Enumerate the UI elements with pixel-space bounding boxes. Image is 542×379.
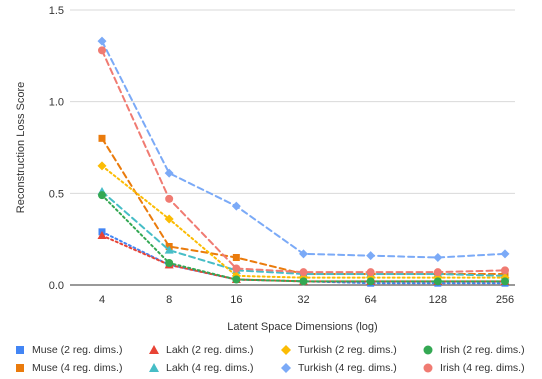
data-point [98, 191, 106, 200]
legend-item: Lakh (4 reg. dims.) [148, 362, 254, 374]
legend-label: Irish (4 reg. dims.) [440, 362, 525, 374]
legend-marker [16, 346, 24, 354]
triangle-marker-icon [149, 363, 159, 372]
legend-item: Muse (2 reg. dims.) [14, 344, 122, 356]
legend-marker [149, 345, 159, 354]
legend-marker [149, 363, 159, 372]
legend-label: Muse (4 reg. dims.) [32, 362, 123, 374]
data-point [366, 277, 375, 286]
legend-label: Turkish (4 reg. dims.) [298, 362, 397, 374]
diamond-marker-icon [281, 345, 291, 355]
data-point [232, 264, 241, 273]
x-tick-label: 64 [365, 294, 377, 306]
series-irish-2-reg-dims [98, 191, 509, 286]
x-tick-label: 128 [429, 294, 447, 306]
data-point [98, 46, 106, 55]
line-chart: 0.0 0.5 1.0 1.5 4 8 16 32 64 128 256 Latent Space D… [15, 5, 515, 333]
legend-label: Muse (2 reg. dims.) [32, 344, 123, 356]
y-tick-label: 0.5 [49, 188, 64, 200]
data-point [97, 231, 107, 239]
legend-label: Lakh (4 reg. dims.) [166, 362, 254, 374]
series-lakh-4-reg-dims [97, 187, 510, 280]
data-point [98, 134, 106, 142]
square-marker-icon [16, 346, 24, 354]
data-point [366, 251, 376, 261]
y-axis-label: Reconstruction Loss Score [15, 82, 27, 213]
y-tick-label: 1.0 [49, 97, 64, 109]
legend-marker [281, 345, 291, 355]
x-tick-label: 4 [99, 294, 105, 306]
legend-item: Lakh (2 reg. dims.) [148, 344, 254, 356]
data-point [232, 254, 240, 261]
legend-marker [423, 363, 433, 373]
legend-marker [281, 363, 291, 373]
data-point [500, 249, 510, 259]
legend-marker [16, 364, 24, 372]
data-point [299, 268, 308, 277]
series-line [101, 190, 506, 277]
x-tick-label: 8 [166, 294, 172, 306]
circle-marker-icon [423, 363, 433, 373]
data-point [433, 253, 443, 262]
x-tick-label: 16 [230, 294, 242, 306]
series-line [101, 40, 506, 259]
data-point [164, 245, 174, 254]
data-point [165, 194, 174, 203]
data-point [501, 266, 509, 275]
legend-row: Muse (2 reg. dims.) Lakh (2 reg. dims.) Tu… [0, 344, 542, 360]
data-point [97, 36, 107, 46]
legend-item: Turkish (2 reg. dims.) [280, 344, 397, 356]
data-point [164, 168, 174, 178]
data-point [231, 201, 241, 211]
y-tick-label: 0.0 [49, 280, 64, 292]
legend-label: Irish (2 reg. dims.) [440, 344, 525, 356]
triangle-marker-icon [149, 345, 159, 354]
data-point [232, 275, 241, 284]
x-axis-label: Latent Space Dimensions (log) [227, 321, 377, 333]
legend-label: Lakh (2 reg. dims.) [166, 344, 254, 356]
square-marker-icon [16, 364, 24, 372]
series-turkish-2-reg-dims [97, 161, 510, 283]
legend-item: Turkish (4 reg. dims.) [280, 362, 397, 374]
data-point [366, 268, 375, 277]
data-point [501, 277, 509, 286]
legend-row: Muse (4 reg. dims.) Lakh (4 reg. dims.) Tu… [0, 362, 542, 378]
data-point [299, 277, 308, 286]
data-point [433, 268, 442, 277]
data-point [97, 161, 107, 171]
x-tick-label: 256 [496, 294, 514, 306]
legend-marker [423, 345, 433, 355]
data-point [165, 259, 174, 267]
y-tick-label: 1.5 [49, 5, 64, 17]
legend-item: Irish (2 reg. dims.) [422, 344, 525, 356]
legend-item: Irish (4 reg. dims.) [422, 362, 525, 374]
x-tick-label: 32 [297, 294, 309, 306]
series-turkish-4-reg-dims [97, 36, 510, 262]
legend-item: Muse (4 reg. dims.) [14, 362, 122, 374]
circle-marker-icon [423, 345, 433, 355]
data-point [299, 249, 308, 259]
data-point [164, 214, 174, 224]
series-irish-4-reg-dims [98, 46, 509, 277]
data-point [433, 277, 442, 286]
legend-label: Turkish (2 reg. dims.) [298, 344, 397, 356]
diamond-marker-icon [281, 363, 291, 373]
